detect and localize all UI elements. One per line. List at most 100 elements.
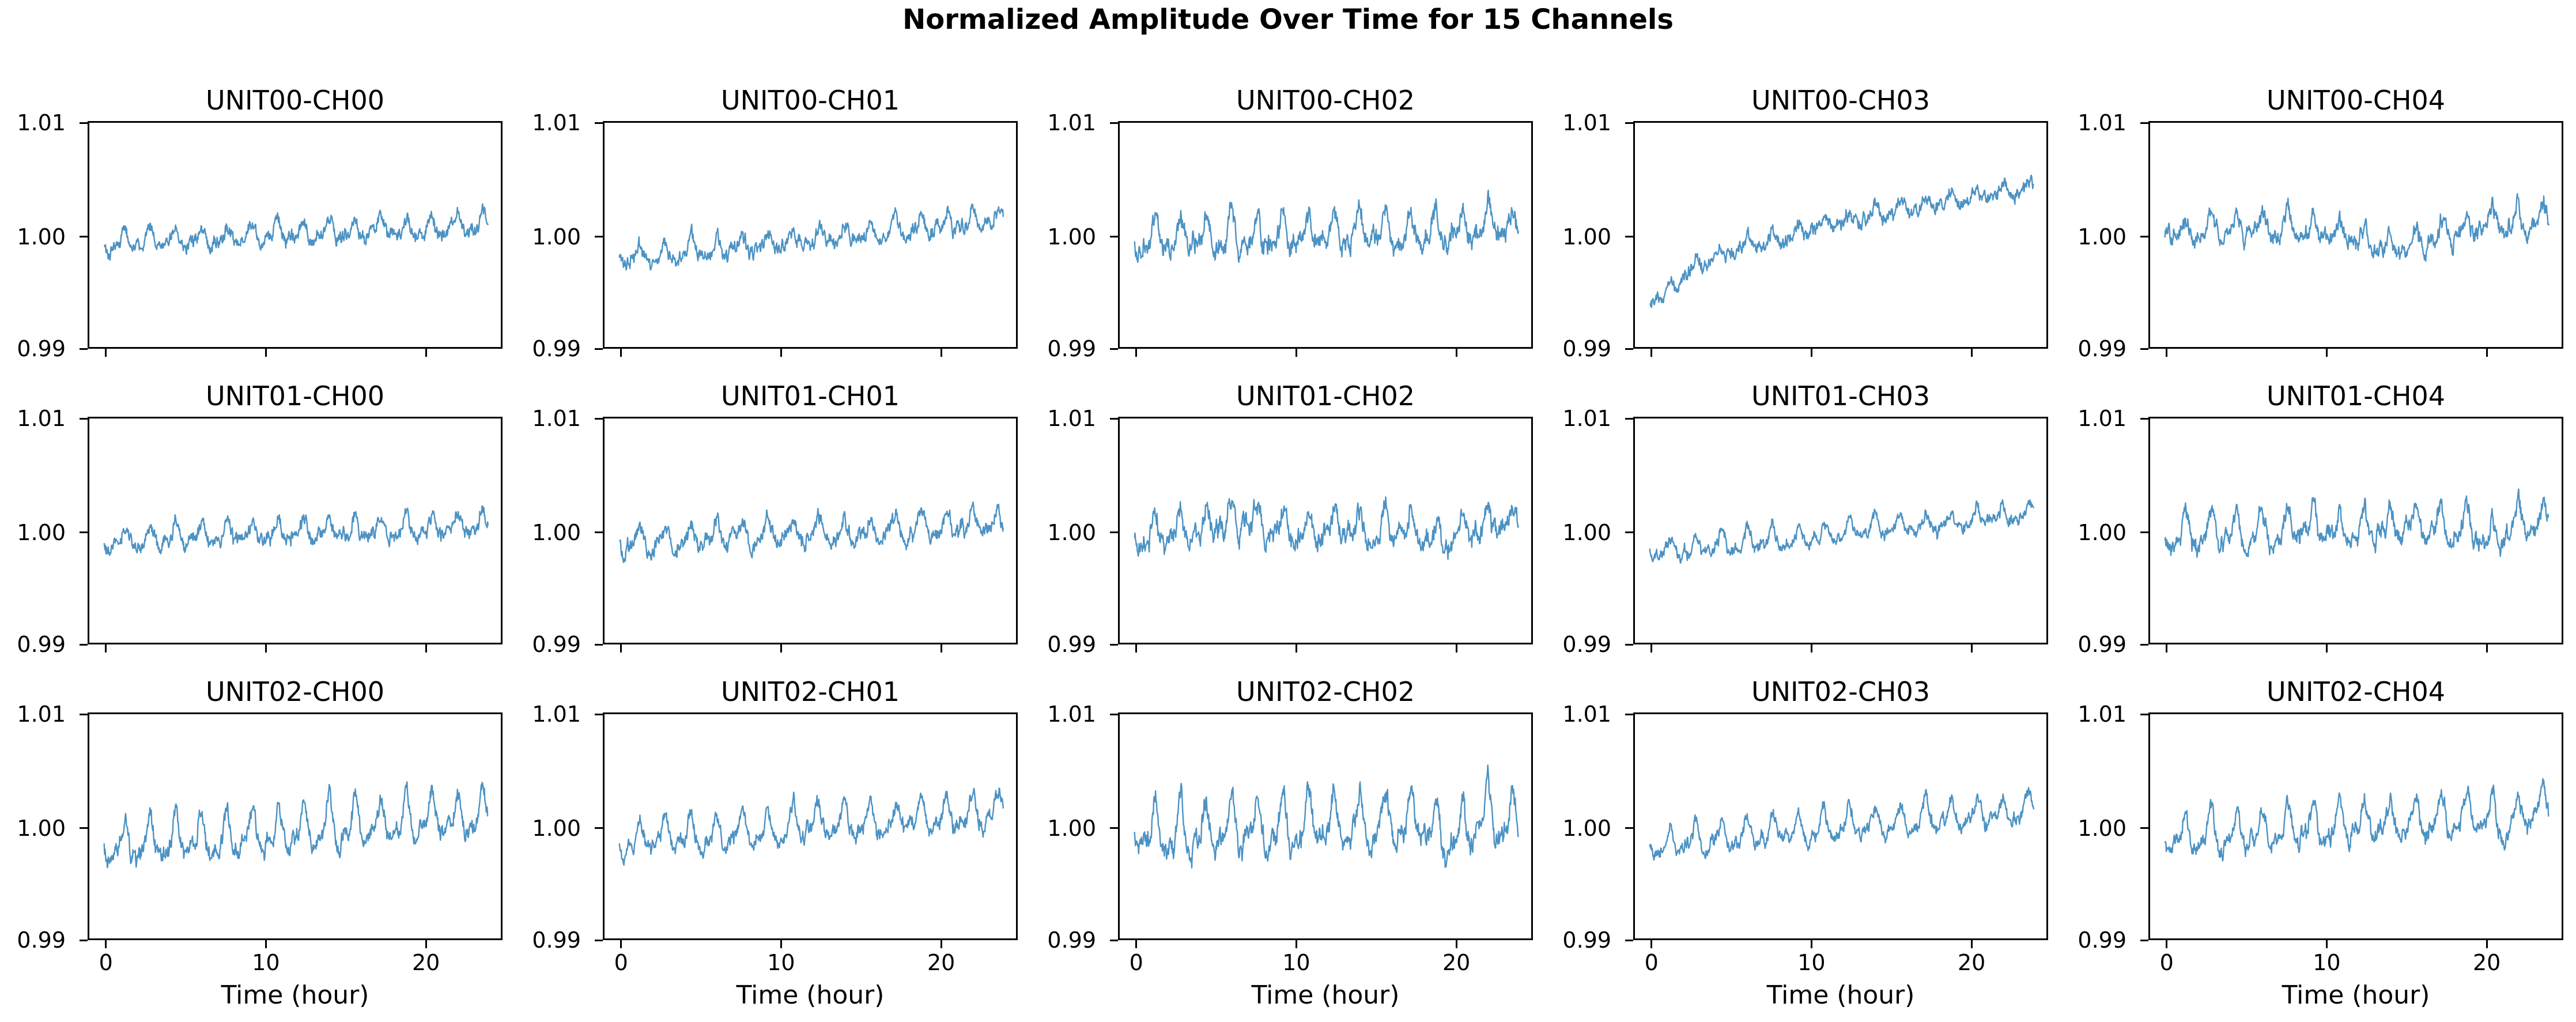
y-tick bbox=[1110, 417, 1118, 420]
line-plot bbox=[1134, 496, 1520, 560]
y-tick-label: 1.01 bbox=[17, 110, 66, 135]
y-tick-label: 1.01 bbox=[532, 702, 581, 727]
y-tick-label: 1.00 bbox=[1562, 519, 1611, 545]
x-axis-label: Time (hour) bbox=[221, 980, 369, 1010]
y-tick-label: 1.00 bbox=[2078, 519, 2126, 545]
x-tick bbox=[940, 644, 942, 653]
subplot-title: UNIT02-CH00 bbox=[205, 676, 385, 707]
y-tick bbox=[595, 122, 603, 124]
y-tick-label: 1.00 bbox=[1562, 815, 1611, 841]
x-tick bbox=[2325, 644, 2328, 653]
series-line bbox=[618, 203, 1004, 271]
subplot-title: UNIT01-CH04 bbox=[2266, 380, 2446, 412]
line-plot bbox=[1649, 175, 2034, 308]
y-tick-label: 0.99 bbox=[1047, 927, 1096, 953]
x-tick-label: 20 bbox=[412, 950, 440, 975]
x-tick bbox=[940, 349, 942, 357]
subplot-title: UNIT01-CH00 bbox=[205, 380, 385, 412]
y-tick bbox=[1110, 713, 1118, 715]
x-tick bbox=[425, 349, 427, 357]
line-plot bbox=[103, 203, 489, 261]
y-tick-label: 1.00 bbox=[17, 224, 66, 250]
subplot-unit00-ch04: UNIT00-CH04 1.01 1.00 0.99 bbox=[2078, 85, 2563, 361]
line-plot bbox=[618, 203, 1004, 271]
y-tick-label: 1.01 bbox=[1562, 702, 1611, 727]
y-tick bbox=[1625, 417, 1633, 420]
line-plot bbox=[103, 781, 489, 869]
x-tick bbox=[2486, 349, 2488, 357]
y-tick-label: 1.01 bbox=[532, 406, 581, 431]
line-plot bbox=[618, 787, 1004, 866]
y-tick-label: 1.00 bbox=[2078, 224, 2126, 250]
y-tick bbox=[80, 643, 88, 646]
y-tick-label: 1.00 bbox=[1562, 224, 1611, 250]
y-tick bbox=[80, 236, 88, 237]
x-tick bbox=[620, 940, 622, 948]
line-plot bbox=[1134, 764, 1520, 869]
series-line bbox=[619, 501, 1004, 563]
x-tick bbox=[1295, 644, 1297, 653]
subplot-title: UNIT00-CH02 bbox=[1236, 85, 1415, 116]
x-tick-label: 10 bbox=[2313, 950, 2341, 975]
figure-title: Normalized Amplitude Over Time for 15 Ch… bbox=[902, 3, 1674, 36]
y-tick-label: 1.01 bbox=[2078, 702, 2126, 727]
x-tick bbox=[105, 940, 107, 948]
y-tick bbox=[1110, 827, 1118, 829]
subplot-title: UNIT01-CH02 bbox=[1236, 380, 1415, 412]
x-tick-label: 20 bbox=[2473, 950, 2501, 975]
y-tick bbox=[2140, 122, 2148, 124]
x-tick bbox=[1455, 349, 1457, 357]
y-tick-label: 1.00 bbox=[532, 815, 581, 841]
series-line bbox=[103, 781, 489, 869]
y-tick bbox=[80, 827, 88, 829]
x-tick bbox=[1295, 940, 1297, 948]
x-tick-label: 0 bbox=[2159, 950, 2174, 975]
series-line bbox=[1649, 499, 2035, 564]
x-axis-label: Time (hour) bbox=[1251, 980, 1400, 1010]
y-tick bbox=[2140, 713, 2148, 715]
y-tick bbox=[1625, 643, 1633, 646]
subplot-unit01-ch03: UNIT01-CH03 1.01 1.00 0.99 bbox=[1562, 380, 2048, 657]
y-tick-label: 1.00 bbox=[532, 224, 581, 250]
x-tick bbox=[2166, 349, 2168, 357]
subplot-title: UNIT00-CH03 bbox=[1751, 85, 1931, 116]
x-tick-label: 10 bbox=[252, 950, 280, 975]
y-tick bbox=[595, 713, 603, 715]
y-tick bbox=[1625, 236, 1633, 237]
x-tick bbox=[1970, 940, 1973, 948]
y-tick-label: 0.99 bbox=[1047, 632, 1096, 657]
subplot-unit00-ch00: UNIT00-CH00 1.01 1.00 0.99 bbox=[17, 85, 503, 361]
x-tick bbox=[425, 644, 427, 653]
line-plot bbox=[2164, 193, 2550, 262]
subplot-unit01-ch02: UNIT01-CH02 1.01 1.00 0.99 bbox=[1047, 380, 1533, 657]
x-axis-label: Time (hour) bbox=[2282, 980, 2430, 1010]
y-tick-label: 0.99 bbox=[1562, 336, 1611, 361]
y-tick bbox=[1625, 939, 1633, 941]
y-tick bbox=[2140, 939, 2148, 941]
y-tick bbox=[1625, 122, 1633, 124]
y-tick bbox=[1110, 531, 1118, 533]
line-plot bbox=[2164, 488, 2549, 559]
line-plot bbox=[1649, 499, 2035, 564]
y-tick-label: 1.00 bbox=[1047, 224, 1096, 250]
line-plot bbox=[619, 501, 1004, 563]
y-tick bbox=[80, 713, 88, 715]
series-line bbox=[1649, 175, 2034, 308]
y-tick-label: 0.99 bbox=[1047, 336, 1096, 361]
x-tick bbox=[2486, 940, 2488, 948]
y-tick bbox=[80, 348, 88, 350]
y-tick-label: 0.99 bbox=[532, 927, 581, 953]
series-line bbox=[1649, 787, 2035, 861]
subplot-title: UNIT02-CH03 bbox=[1751, 676, 1931, 707]
series-line bbox=[2164, 488, 2549, 559]
y-tick bbox=[595, 643, 603, 646]
x-tick-label: 20 bbox=[927, 950, 955, 975]
y-tick-label: 1.00 bbox=[2078, 815, 2126, 841]
series-line bbox=[103, 203, 489, 261]
y-tick-label: 0.99 bbox=[17, 927, 66, 953]
y-tick bbox=[2140, 643, 2148, 646]
x-tick bbox=[2325, 349, 2328, 357]
y-tick-label: 1.01 bbox=[2078, 110, 2126, 135]
subplot-unit01-ch00: UNIT01-CH00 1.01 1.00 0.99 bbox=[17, 380, 503, 657]
subplot-unit02-ch00: UNIT02-CH00 1.01 1.00 0.99 0 10 20 Time (hour) bbox=[17, 676, 503, 1010]
